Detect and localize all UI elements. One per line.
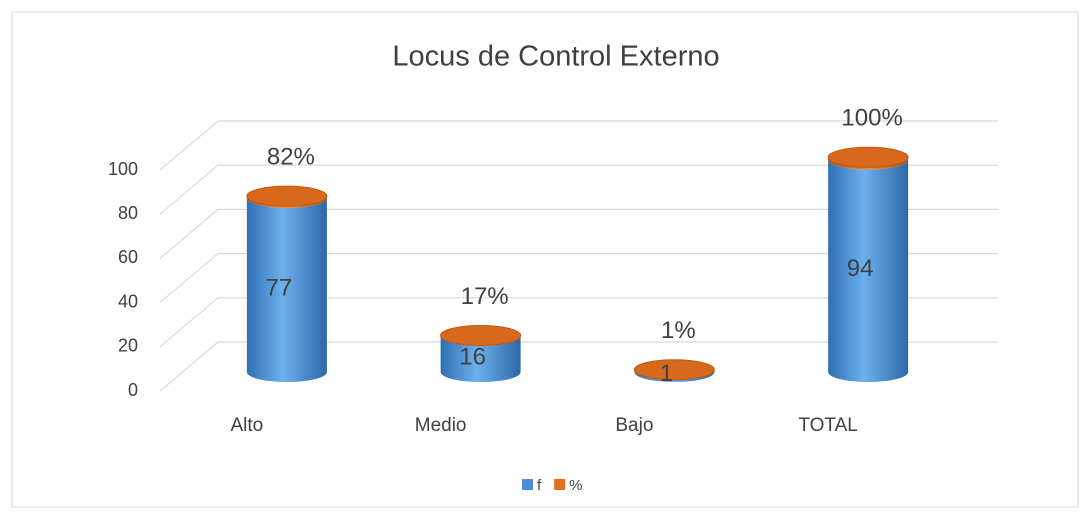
x-tick-label: Medio [415,415,467,436]
grid-line [159,164,998,215]
bar [440,335,521,382]
x-tick-label: Alto [231,415,264,436]
data-label: 17% [461,283,509,310]
legend-swatch [554,479,566,490]
x-tick-label: Bajo [615,415,653,436]
bar-top [827,146,909,168]
y-tick-label: 100 [108,159,138,179]
y-tick-label: 40 [118,291,138,311]
y-tick-label: 60 [118,247,138,267]
data-label: 94 [847,255,874,282]
y-tick-label: 0 [128,380,138,400]
legend-label: f [537,477,542,494]
chart-border [11,11,1079,508]
grid-line [159,120,998,171]
grid-line [159,253,998,304]
grid-line [159,208,998,259]
data-label: 16 [459,343,486,370]
data-label: 77 [266,274,293,301]
data-label: 82% [267,143,315,170]
bar [246,197,327,382]
data-label: 1% [661,317,696,344]
data-label: 1 [660,360,673,387]
y-tick-label: 80 [118,203,138,223]
chart-title: Locus de Control Externo [392,41,719,73]
legend-swatch [522,479,533,490]
x-tick-label: TOTAL [798,415,857,436]
grid-line [159,341,998,392]
legend-label: % [569,477,582,494]
data-label: 100% [841,105,902,132]
bar [828,159,909,382]
y-tick-label: 20 [118,336,138,356]
grid-line [159,297,998,348]
bar-top [633,359,715,381]
bar-top [246,185,328,207]
bar [634,369,715,382]
bar-top [440,324,522,346]
